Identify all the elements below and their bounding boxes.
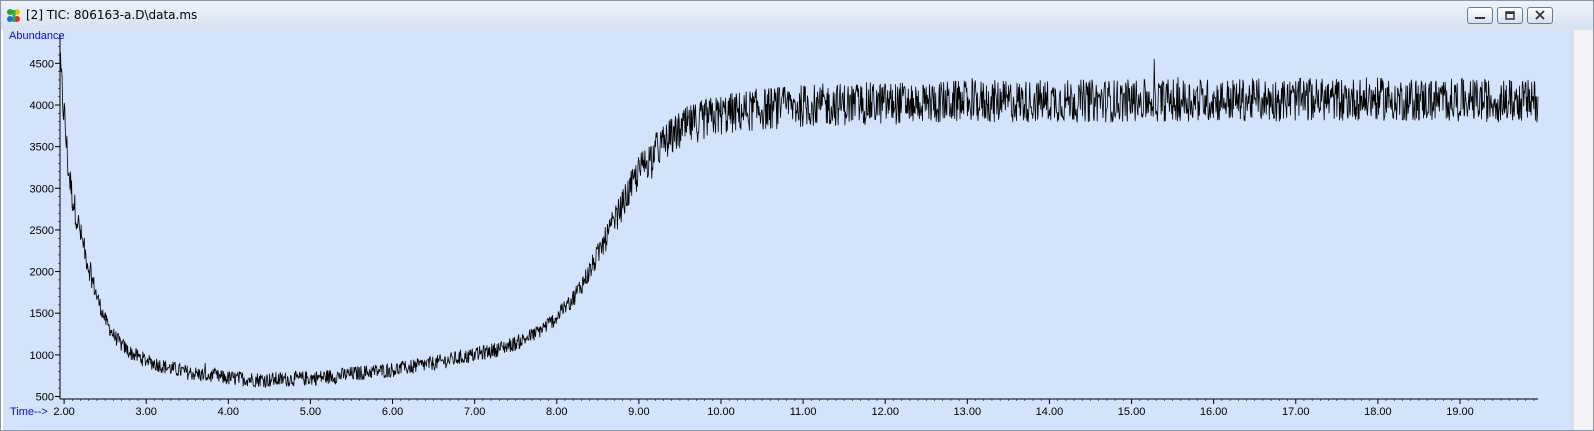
tic-trace [59, 52, 1539, 389]
client-area: 2.00 3.00 4.00 5.00 6.00 7.00 8.00 9.00 10.00 11.… [1, 30, 1593, 430]
minimize-icon [1475, 17, 1485, 19]
x-tick-label: 3.00 [136, 406, 157, 418]
x-tick-label: 7.00 [464, 406, 485, 418]
x-tick-label: 18.00 [1364, 406, 1392, 418]
x-tick-label: 19.00 [1446, 406, 1474, 418]
y-tick-label: 2000 [30, 267, 54, 279]
y-tick-label: 500 [36, 392, 54, 404]
x-tick-label: 10.00 [707, 406, 735, 418]
y-tick-label: 1000 [30, 350, 54, 362]
tic-trace-line [59, 52, 1539, 389]
x-tick-label: 17.00 [1282, 406, 1310, 418]
y-tick-label: 4000 [30, 100, 54, 112]
x-tick-label: 8.00 [546, 406, 567, 418]
x-tick-label: 15.00 [1118, 406, 1146, 418]
right-panel [1573, 30, 1593, 430]
minimize-button[interactable] [1467, 7, 1493, 24]
chromatogram-app-icon [7, 9, 20, 22]
close-icon [1535, 10, 1545, 20]
y-axis-label: Abundance [9, 30, 65, 42]
title-bar[interactable]: [2] TIC: 806163-a.D\data.ms [1, 1, 1593, 29]
y-tick-label: 3500 [30, 142, 54, 154]
x-axis-label: Time--> [10, 406, 48, 418]
window-title: [2] TIC: 806163-a.D\data.ms [26, 8, 198, 22]
x-tick-label: 5.00 [300, 406, 321, 418]
x-tick-label: 9.00 [628, 406, 649, 418]
x-tick-label: 14.00 [1036, 406, 1064, 418]
restore-button[interactable] [1497, 7, 1523, 24]
y-tick-label: 1500 [30, 308, 54, 320]
close-button[interactable] [1527, 7, 1553, 24]
chromatogram-chart: 2.00 3.00 4.00 5.00 6.00 7.00 8.00 9.00 10.00 11.… [9, 30, 1539, 418]
axes: 2.00 3.00 4.00 5.00 6.00 7.00 8.00 9.00 10.00 11.… [30, 35, 1538, 418]
x-tick-label: 13.00 [954, 406, 982, 418]
x-tick-label: 12.00 [871, 406, 899, 418]
x-tick-label: 16.00 [1200, 406, 1228, 418]
x-tick-label: 2.00 [53, 406, 74, 418]
y-tick-label: 4500 [30, 58, 54, 70]
x-tick-label: 6.00 [382, 406, 403, 418]
restore-icon [1505, 11, 1515, 20]
x-tick-label: 4.00 [218, 406, 239, 418]
y-tick-label: 2500 [30, 225, 54, 237]
chromatogram-plot[interactable]: 2.00 3.00 4.00 5.00 6.00 7.00 8.00 9.00 10.00 11.… [3, 30, 1573, 430]
x-tick-label: 11.00 [790, 406, 817, 418]
y-tick-label: 3000 [30, 183, 54, 195]
